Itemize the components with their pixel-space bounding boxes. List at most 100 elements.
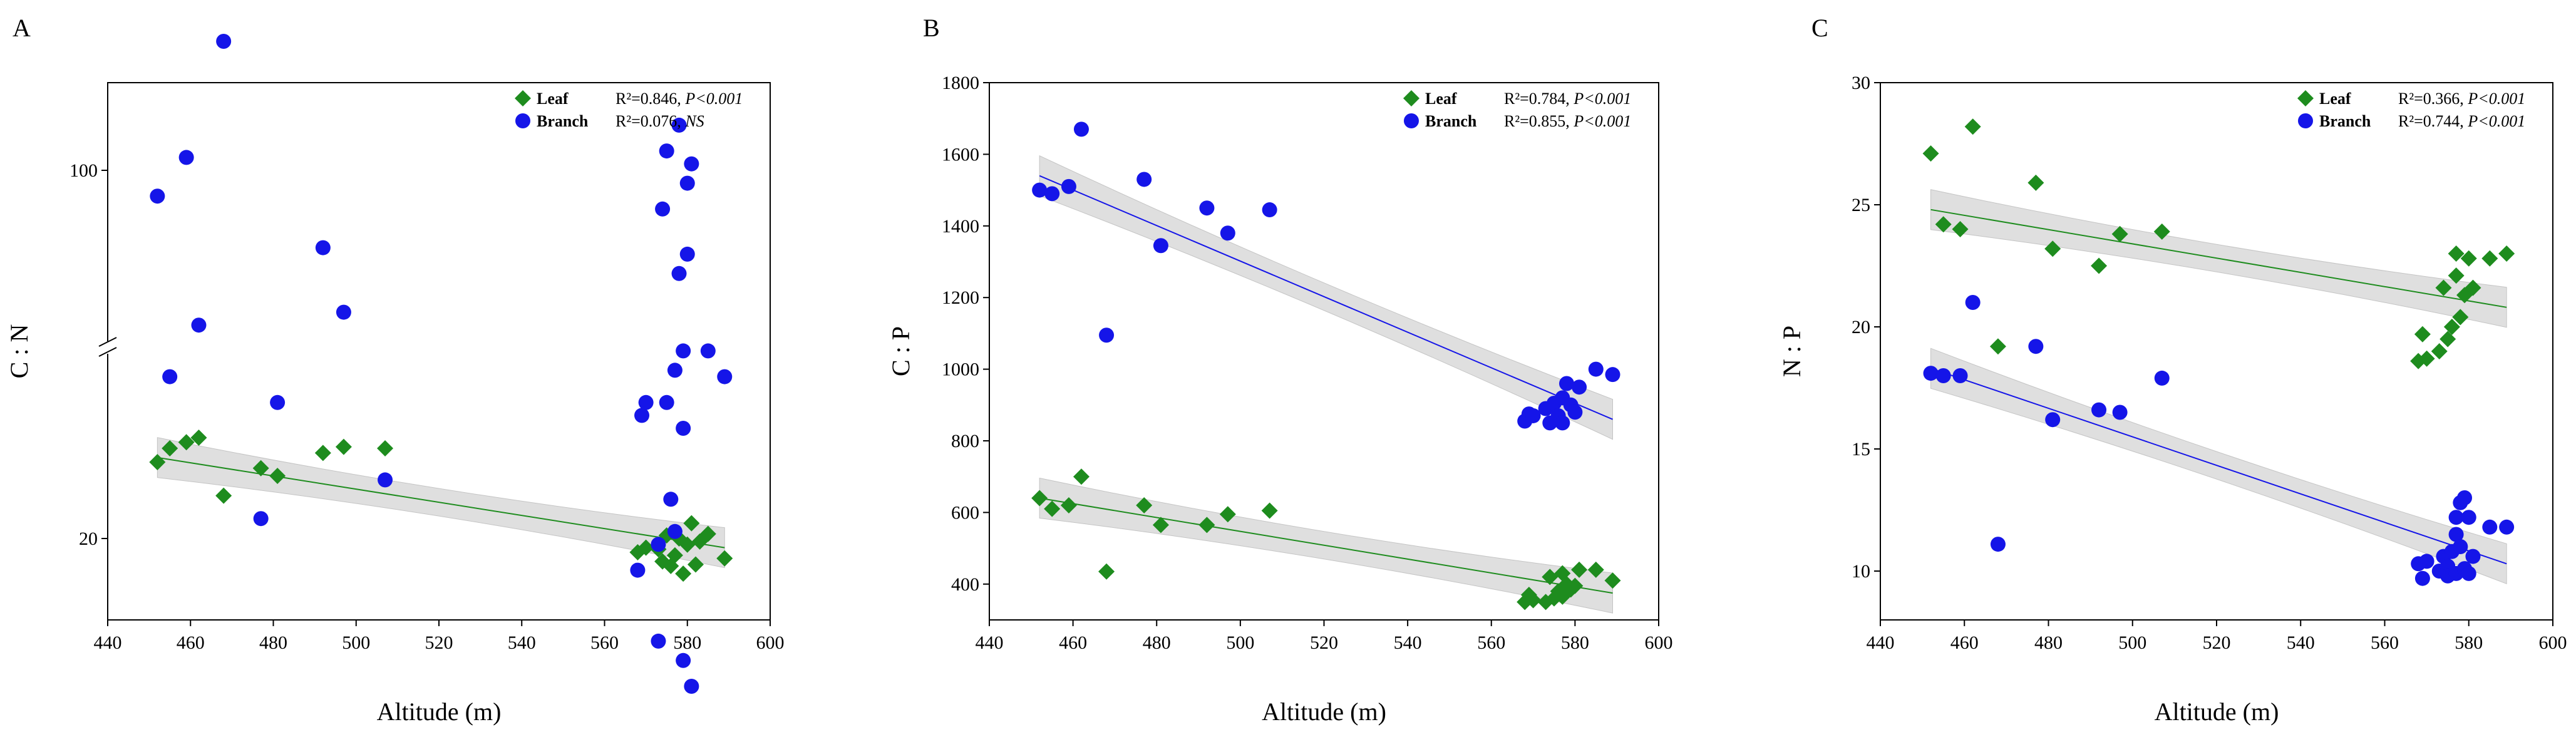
data-point-branch — [671, 265, 687, 281]
data-point-branch — [659, 394, 674, 410]
legend-stat-leaf: R²=0.784, P<0.001 — [1504, 90, 1631, 108]
y-tick-label: 1400 — [942, 216, 979, 237]
data-point-leaf — [2439, 331, 2456, 348]
data-point-branch — [2112, 405, 2128, 420]
legend-label-branch: Branch — [2319, 112, 2371, 130]
data-point-branch — [1262, 202, 1277, 218]
data-point-branch — [2465, 549, 2481, 564]
data-point-leaf — [2414, 326, 2431, 343]
x-tick-label: 520 — [2203, 632, 2231, 653]
data-point-branch — [679, 175, 695, 191]
data-point-leaf — [675, 565, 692, 582]
data-point-leaf — [1060, 497, 1077, 513]
x-axis-label: Altitude (m) — [2155, 698, 2279, 726]
data-point-branch — [2499, 519, 2515, 535]
x-tick-label: 440 — [976, 632, 1004, 653]
legend-marker-leaf — [2297, 90, 2314, 106]
data-point-branch — [191, 317, 207, 333]
legend-label-leaf: Leaf — [2319, 90, 2351, 108]
data-point-branch — [655, 201, 671, 217]
y-tick-label: 800 — [951, 431, 979, 451]
data-point-leaf — [1935, 216, 1952, 233]
data-point-leaf — [687, 556, 704, 573]
data-point-branch — [1990, 537, 2006, 552]
x-tick-label: 440 — [1867, 632, 1895, 653]
x-tick-label: 480 — [259, 632, 287, 653]
legend-marker-leaf — [1403, 90, 1419, 106]
data-point-branch — [630, 562, 646, 578]
data-point-leaf — [699, 525, 716, 542]
data-point-leaf — [2498, 245, 2515, 262]
data-point-leaf — [1525, 592, 1542, 609]
x-tick-label: 600 — [2539, 632, 2567, 653]
data-point-branch — [638, 394, 654, 410]
x-tick-label: 560 — [2371, 632, 2399, 653]
x-tick-label: 600 — [1645, 632, 1673, 653]
data-point-leaf — [162, 440, 178, 457]
data-point-branch — [1073, 121, 1089, 137]
data-point-branch — [178, 150, 194, 165]
legend-stat-leaf: R²=0.846, P<0.001 — [616, 90, 743, 108]
x-tick-label: 440 — [94, 632, 122, 653]
y-axis-label: C : N — [5, 324, 33, 379]
data-point-branch — [634, 408, 650, 423]
x-tick-label: 580 — [2455, 632, 2483, 653]
data-point-leaf — [637, 539, 654, 556]
stat-p-value: P<0.001 — [1573, 112, 1631, 130]
stat-p-value: P<0.001 — [2467, 112, 2525, 130]
data-point-leaf — [2460, 250, 2477, 267]
data-point-branch — [676, 652, 691, 668]
panel-c: C 440 460 480 500 520 540 560 580 600 10 15 20 25 30 Al… — [1778, 14, 2567, 726]
data-point-leaf — [1571, 561, 1588, 578]
legend-marker-branch — [2298, 113, 2313, 128]
x-tick-label: 460 — [177, 632, 205, 653]
data-point-leaf — [377, 440, 394, 457]
series-leaf — [1922, 118, 2515, 369]
data-point-branch — [671, 117, 687, 133]
y-axis-label: N : P — [1778, 326, 1806, 377]
data-point-branch — [378, 472, 393, 488]
legend-stat-branch: R²=0.744, P<0.001 — [2398, 112, 2525, 130]
data-point-branch — [651, 633, 666, 649]
data-point-leaf — [2153, 223, 2170, 240]
data-point-leaf — [335, 438, 352, 455]
stat-p-value: NS — [684, 112, 704, 130]
data-point-leaf — [149, 454, 166, 470]
panel-label: B — [923, 14, 940, 42]
data-point-branch — [2045, 412, 2061, 428]
x-tick-label: 480 — [2034, 632, 2063, 653]
stat-p-value: P<0.001 — [1573, 90, 1631, 108]
data-point-branch — [253, 511, 269, 527]
stat-p-value: P<0.001 — [684, 90, 743, 108]
data-point-branch — [336, 304, 351, 320]
stat-text: R²=0.784, — [1504, 90, 1574, 108]
y-tick-label: 1200 — [942, 287, 979, 308]
x-tick-label: 540 — [508, 632, 536, 653]
series-leaf — [1031, 468, 1621, 611]
data-point-branch — [676, 343, 691, 359]
legend-stat-branch: R²=0.076, NS — [616, 112, 704, 130]
data-point-branch — [315, 240, 331, 255]
panel-label: A — [13, 14, 31, 42]
data-point-leaf — [1136, 497, 1153, 513]
data-point-branch — [1555, 415, 1570, 431]
data-point-branch — [2482, 519, 2498, 535]
data-point-branch — [1153, 238, 1168, 254]
stat-p-value: P<0.001 — [2467, 90, 2525, 108]
y-tick-label: 600 — [951, 502, 979, 523]
x-tick-label: 480 — [1143, 632, 1171, 653]
data-point-branch — [2414, 570, 2430, 586]
data-point-branch — [667, 363, 683, 378]
data-point-branch — [150, 188, 165, 204]
x-tick-label: 580 — [1561, 632, 1589, 653]
data-point-branch — [663, 492, 679, 507]
panel-a: A 440 460 480 500 520 540 560 580 600 20 100 Altitud… — [5, 14, 785, 726]
data-point-branch — [2457, 490, 2473, 505]
data-point-leaf — [252, 460, 269, 477]
data-point-leaf — [1567, 577, 1584, 594]
legend-marker-branch — [1404, 113, 1419, 128]
data-point-branch — [1588, 361, 1604, 377]
data-point-branch — [679, 246, 695, 262]
data-point-branch — [1605, 367, 1620, 383]
series-branch — [150, 34, 733, 694]
